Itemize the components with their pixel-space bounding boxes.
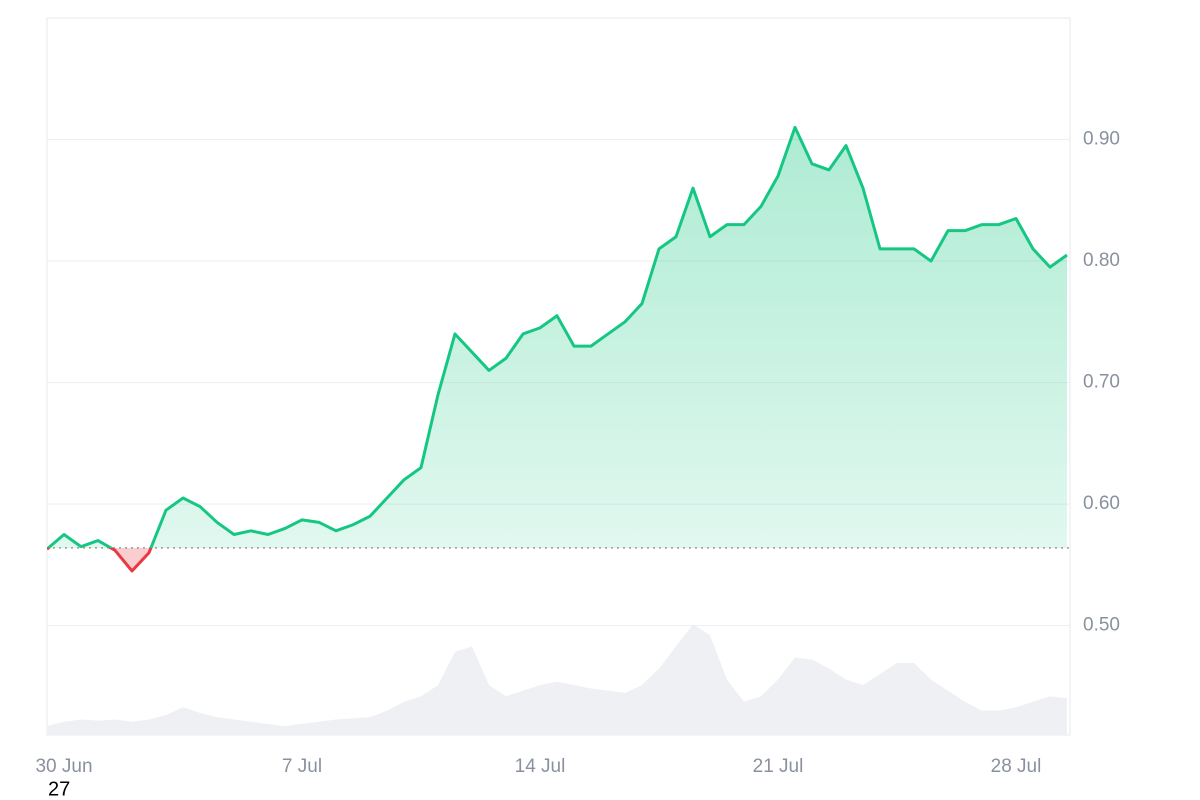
x-tick-label: 21 Jul <box>753 756 804 777</box>
annotation: 27 <box>48 778 70 800</box>
y-tick-label: 0.50 <box>1083 615 1120 636</box>
price-line-up <box>47 125 1068 548</box>
y-tick-label: 0.60 <box>1083 493 1120 514</box>
y-tick-label: 0.80 <box>1083 250 1120 271</box>
y-tick-label: 0.70 <box>1083 372 1120 393</box>
x-tick-label: 30 Jun <box>35 756 92 777</box>
x-tick-label: 7 Jul <box>282 756 322 777</box>
x-tick-label: 28 Jul <box>991 756 1042 777</box>
plot: 0.50 0.60 0.70 0.80 0.90 30 Jun 7 Jul 14 Jul 21 … <box>35 125 1120 777</box>
y-tick-label: 0.90 <box>1083 129 1120 150</box>
volume-area <box>47 624 1067 735</box>
x-tick-label: 14 Jul <box>515 756 566 777</box>
price-area-up <box>48 127 1067 548</box>
